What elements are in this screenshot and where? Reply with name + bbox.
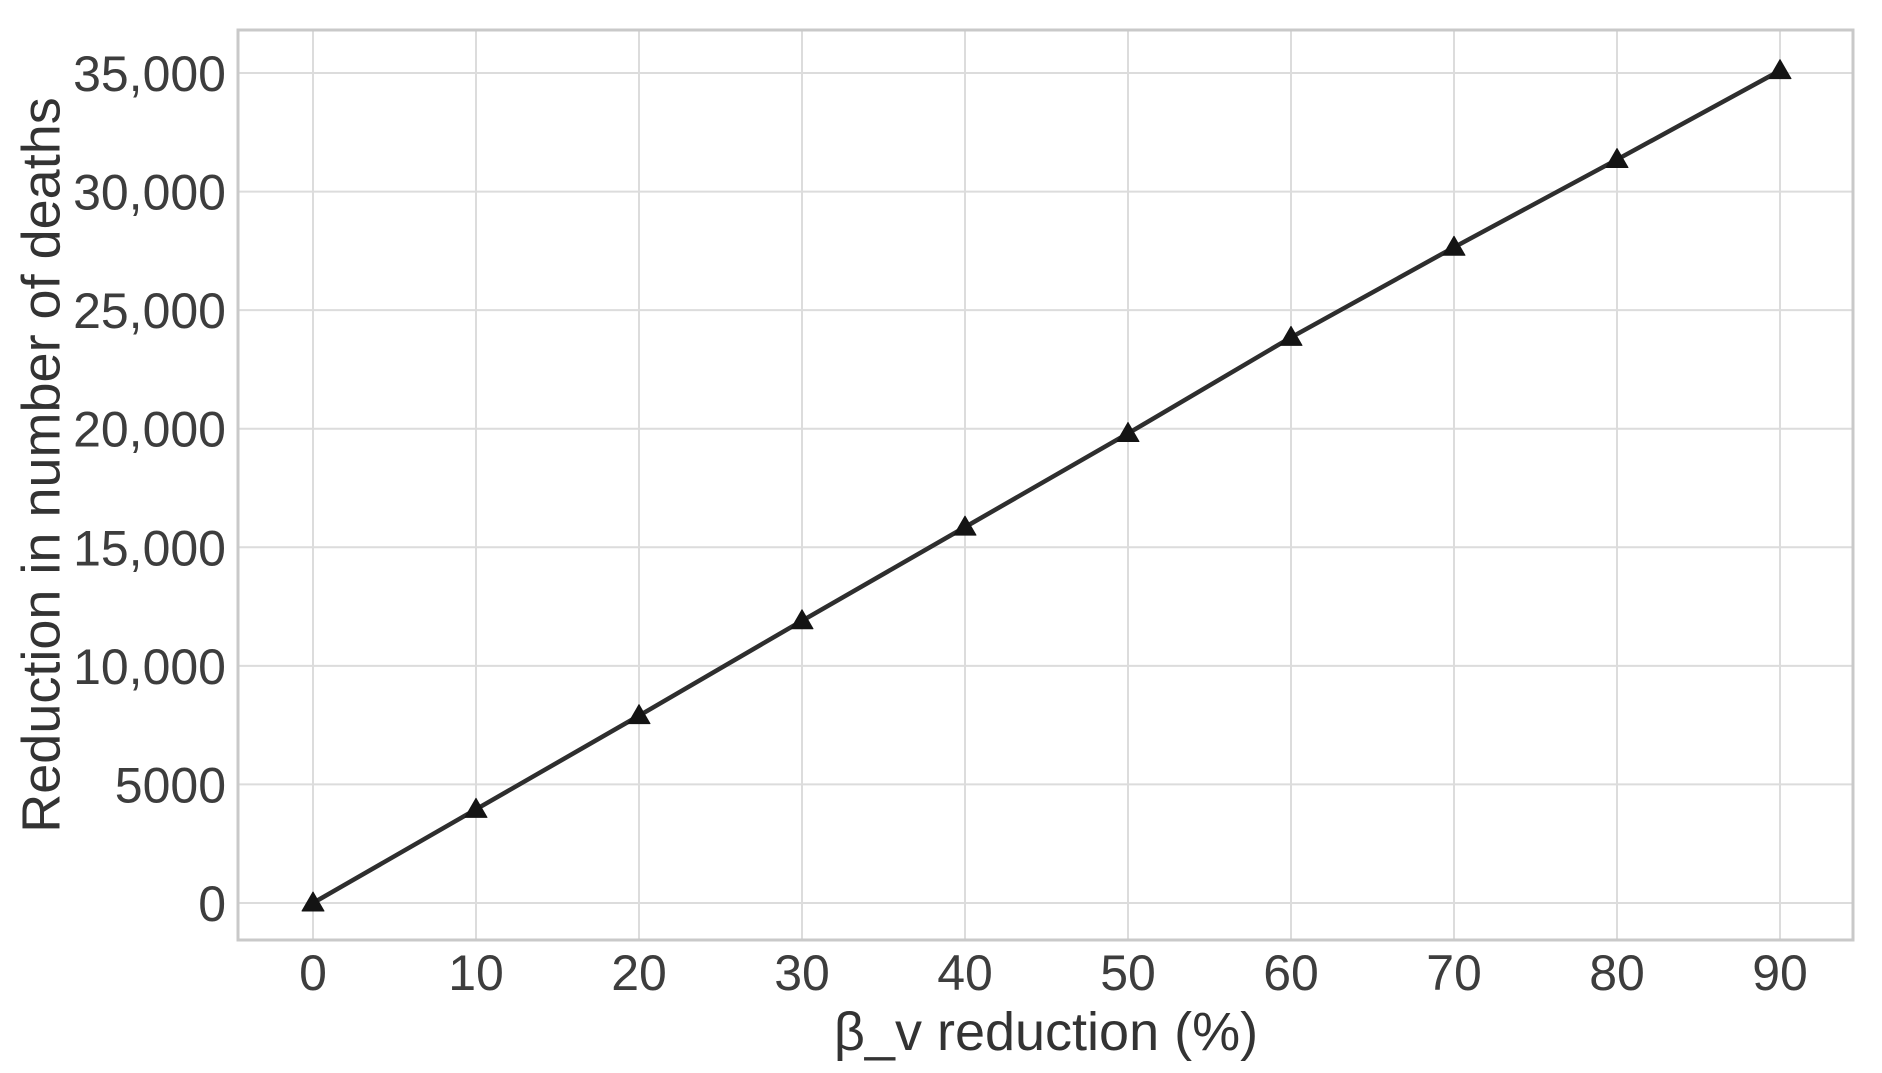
x-tick-label: 50	[1100, 945, 1156, 1001]
gridlines	[238, 30, 1853, 940]
x-tick-label: 60	[1263, 945, 1319, 1001]
data-point-marker	[1116, 421, 1140, 442]
x-tick-label: 10	[448, 945, 504, 1001]
y-tick-label: 10,000	[73, 639, 226, 695]
data-point-marker	[1442, 235, 1466, 256]
x-tick-label: 0	[299, 945, 327, 1001]
data-point-marker	[301, 891, 325, 912]
y-tick-labels: 0 5000 10,000 15,000 20,000 25,000 30,000 35,00…	[73, 46, 226, 932]
data-point-marker	[790, 609, 814, 630]
x-tick-label: 20	[611, 945, 667, 1001]
data-point-marker	[1279, 325, 1303, 346]
y-tick-label: 5000	[115, 757, 226, 813]
x-tick-label: 90	[1752, 945, 1808, 1001]
y-tick-label: 20,000	[73, 402, 226, 458]
data-point-marker	[627, 704, 651, 725]
y-tick-label: 0	[198, 876, 226, 932]
x-tick-label: 70	[1426, 945, 1482, 1001]
series-line	[310, 68, 1783, 906]
data-point-marker	[953, 515, 977, 536]
y-tick-label: 25,000	[73, 283, 226, 339]
data-point-marker	[1605, 148, 1629, 169]
x-tick-label: 80	[1589, 945, 1645, 1001]
plot-panel-border	[236, 28, 1855, 942]
x-tick-label: 40	[937, 945, 993, 1001]
series	[301, 59, 1792, 912]
data-point-marker	[464, 797, 488, 818]
y-axis-title: Reduction in number of deaths	[11, 97, 71, 832]
y-tick-label: 30,000	[73, 165, 226, 221]
y-tick-label: 35,000	[73, 46, 226, 102]
x-axis-title: β_v reduction (%)	[834, 1002, 1258, 1062]
data-point-marker	[1768, 59, 1792, 80]
y-tick-label: 15,000	[73, 520, 226, 576]
x-tick-labels: 0 10 20 30 40 50 60 70 80 90	[299, 945, 1808, 1001]
x-tick-label: 30	[774, 945, 830, 1001]
